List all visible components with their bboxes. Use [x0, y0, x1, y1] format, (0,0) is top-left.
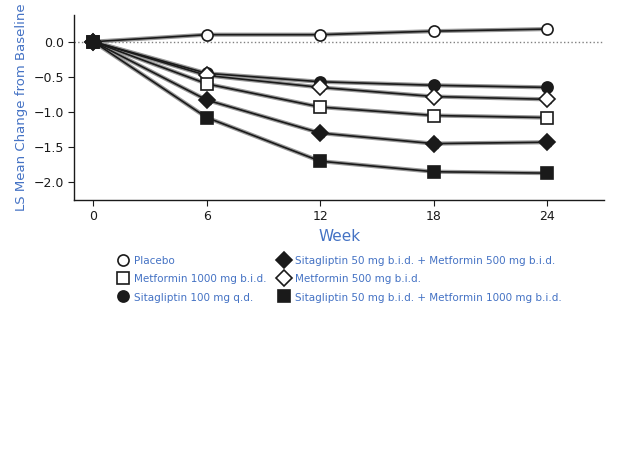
Y-axis label: LS Mean Change from Baseline: LS Mean Change from Baseline	[15, 4, 28, 211]
Legend: Placebo, Metformin 1000 mg b.i.d., Sitagliptin 100 mg q.d., Sitagliptin 50 mg b.: Placebo, Metformin 1000 mg b.i.d., Sitag…	[113, 251, 566, 307]
X-axis label: Week: Week	[318, 229, 360, 244]
